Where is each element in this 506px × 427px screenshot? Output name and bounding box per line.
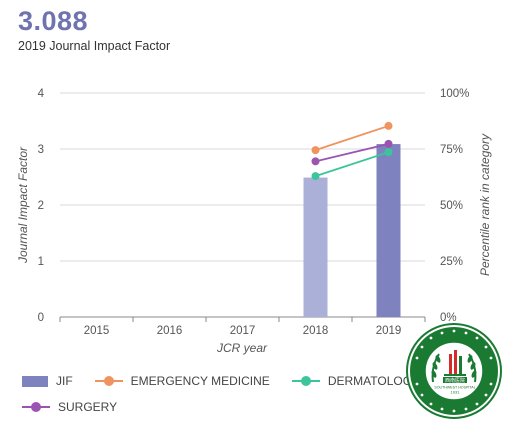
- bar-jif-2019: [376, 144, 401, 317]
- y-tick-label: 0: [38, 312, 44, 324]
- x-tick-label: 2018: [303, 325, 329, 337]
- y2-axis-title: Percentile rank in category: [478, 133, 492, 276]
- x-tick-label: 2017: [230, 325, 256, 337]
- y2-tick-label: 100%: [440, 88, 469, 100]
- svg-text:西南医院: 西南医院: [445, 377, 465, 384]
- x-tick-label: 2016: [157, 325, 183, 337]
- hospital-logo: 西南医院 SOUTHWEST HOSPITAL 1931: [406, 323, 502, 419]
- legend-label-surgery: SURGERY: [58, 400, 118, 414]
- y2-tick-label: 75%: [440, 144, 463, 156]
- svg-text:1931: 1931: [451, 390, 461, 395]
- legend-swatch-surgery: [22, 401, 50, 413]
- legend-swatch-emergency-medicine: [94, 375, 123, 387]
- svg-text:SOUTHWEST HOSPITAL: SOUTHWEST HOSPITAL: [434, 386, 475, 390]
- y-tick-label: 2: [38, 200, 44, 212]
- y2-tick-label: 0%: [440, 312, 457, 324]
- legend-item-jif[interactable]: JIF: [22, 374, 73, 388]
- jif-chart: 0 1 2 3 4 0% 25% 50% 75% 100% 2015 2016 2017 2018 2019…: [16, 88, 492, 355]
- y2-tick-label: 50%: [440, 200, 463, 212]
- y-tick-label: 1: [38, 256, 44, 268]
- series-point-emergency-medicine: [311, 146, 320, 155]
- x-tick-label: 2015: [84, 325, 110, 337]
- series-point-dermatology: [384, 148, 393, 157]
- series-line-dermatology: [315, 151, 389, 177]
- y-axis-title: Journal Impact Factor: [16, 146, 30, 264]
- series-point-surgery: [311, 157, 320, 166]
- impact-factor-caption: 2019 Journal Impact Factor: [18, 39, 171, 53]
- y2-tick-label: 25%: [440, 256, 463, 268]
- series-point-surgery: [384, 139, 393, 148]
- series-point-emergency-medicine: [384, 121, 393, 130]
- logo-ring-lettering: [415, 329, 493, 413]
- legend-label-dermatology: DERMATOLOGY: [327, 374, 421, 388]
- legend-swatch-dermatology: [291, 375, 320, 387]
- x-tick-label: 2019: [376, 325, 402, 337]
- series-line-surgery: [315, 142, 389, 163]
- legend-label-jif: JIF: [56, 374, 73, 388]
- y-tick-label: 4: [38, 88, 45, 100]
- legend-label-emergency-medicine: EMERGENCY MEDICINE: [130, 374, 270, 388]
- series-line-emergency-medicine: [315, 125, 389, 151]
- legend-item-dermatology[interactable]: DERMATOLOGY: [291, 374, 421, 388]
- impact-factor-value: 3.088: [18, 6, 89, 36]
- legend-item-surgery[interactable]: SURGERY: [22, 400, 117, 414]
- x-axis-title: JCR year: [216, 341, 268, 355]
- y-tick-label: 3: [38, 144, 44, 156]
- legend-swatch-jif: [22, 375, 48, 387]
- chart-legend: JIF EMERGENCY MEDICINE DERMATOLOGY SURGE…: [22, 373, 492, 425]
- bar-jif-2018: [303, 177, 328, 317]
- legend-item-emergency-medicine[interactable]: EMERGENCY MEDICINE: [94, 374, 270, 388]
- series-point-dermatology: [311, 172, 320, 181]
